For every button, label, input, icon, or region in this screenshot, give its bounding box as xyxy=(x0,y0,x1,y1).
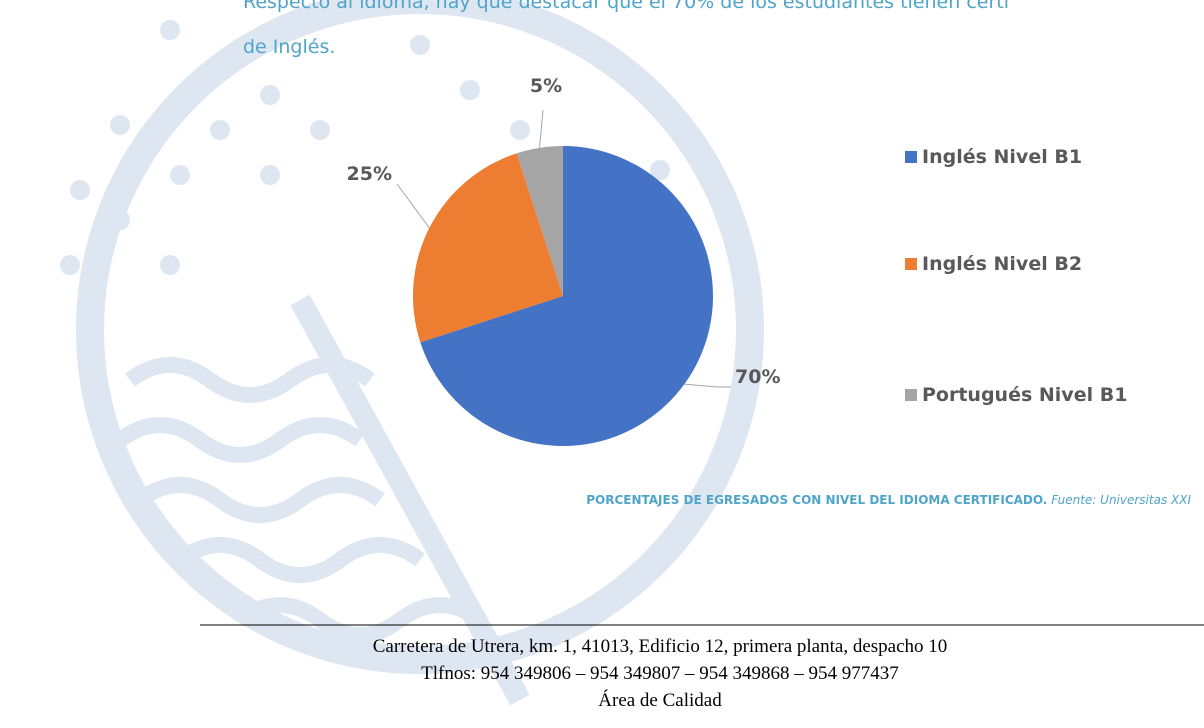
legend-swatch xyxy=(905,389,917,401)
legend-swatch xyxy=(905,258,917,270)
paragraph-line: de Inglés. xyxy=(243,36,335,58)
paragraph-line: Respecto al idioma, hay que destacar que… xyxy=(243,0,1009,13)
page: Respecto al idioma, hay que destacar que… xyxy=(0,0,1204,728)
legend-swatch xyxy=(905,151,917,163)
footer-line: Área de Calidad xyxy=(598,689,722,711)
caption: PORCENTAJES DE EGRESADOS CON NIVEL DEL I… xyxy=(586,493,1191,507)
leader-line xyxy=(684,384,731,387)
leader-line xyxy=(540,110,543,148)
data-label: 70% xyxy=(735,366,780,388)
leader-line xyxy=(397,184,429,228)
footer-line: Tlfnos: 954 349806 – 954 349807 – 954 34… xyxy=(421,663,899,684)
footer-line: Carretera de Utrera, km. 1, 41013, Edifi… xyxy=(373,636,948,657)
caption-title: PORCENTAJES DE EGRESADOS CON NIVEL DEL I… xyxy=(586,493,1047,507)
legend-label: Inglés Nivel B1 xyxy=(922,146,1082,168)
legend-label: Inglés Nivel B2 xyxy=(922,253,1082,275)
data-label: 25% xyxy=(347,163,392,185)
document-page: Respecto al idioma, hay que destacar que… xyxy=(0,0,1204,728)
caption-source: Fuente: Universitas XXI xyxy=(1051,493,1191,507)
data-label: 5% xyxy=(530,75,562,97)
legend-label: Portugués Nivel B1 xyxy=(922,384,1127,406)
